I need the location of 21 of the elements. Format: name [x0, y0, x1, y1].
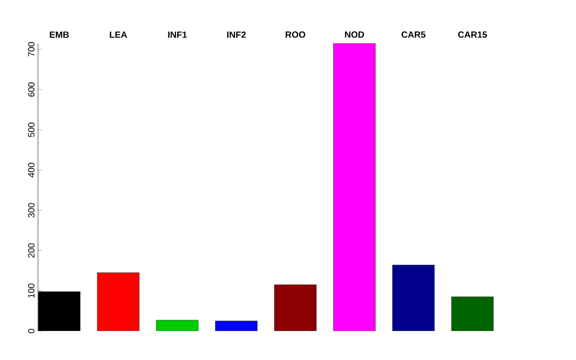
y-tick-label: 600 — [28, 82, 34, 97]
y-tick-label: 300 — [28, 203, 34, 218]
y-tick-label: 400 — [28, 162, 34, 178]
x-tick-label: INF1 — [168, 32, 187, 38]
x-tick-label: ROO — [286, 31, 306, 38]
x-tick-label: CAR15 — [458, 31, 487, 38]
y-tick-label: 700 — [28, 42, 34, 56]
x-tick-label: NOD — [345, 31, 364, 38]
bar — [451, 296, 494, 331]
bar — [215, 320, 258, 331]
x-tick-label: EMB — [50, 32, 69, 38]
bar — [156, 320, 199, 331]
y-tick-label: 500 — [28, 122, 34, 137]
y-tick-label: 100 — [28, 284, 34, 298]
bar — [97, 272, 140, 331]
x-tick-label: INF2 — [227, 31, 246, 38]
x-tick-label: CAR5 — [402, 31, 426, 38]
y-tick-label: 200 — [28, 243, 34, 258]
bar — [274, 284, 317, 331]
x-tick-label: LEA — [110, 32, 128, 38]
y-tick-label: 0 — [28, 328, 34, 334]
